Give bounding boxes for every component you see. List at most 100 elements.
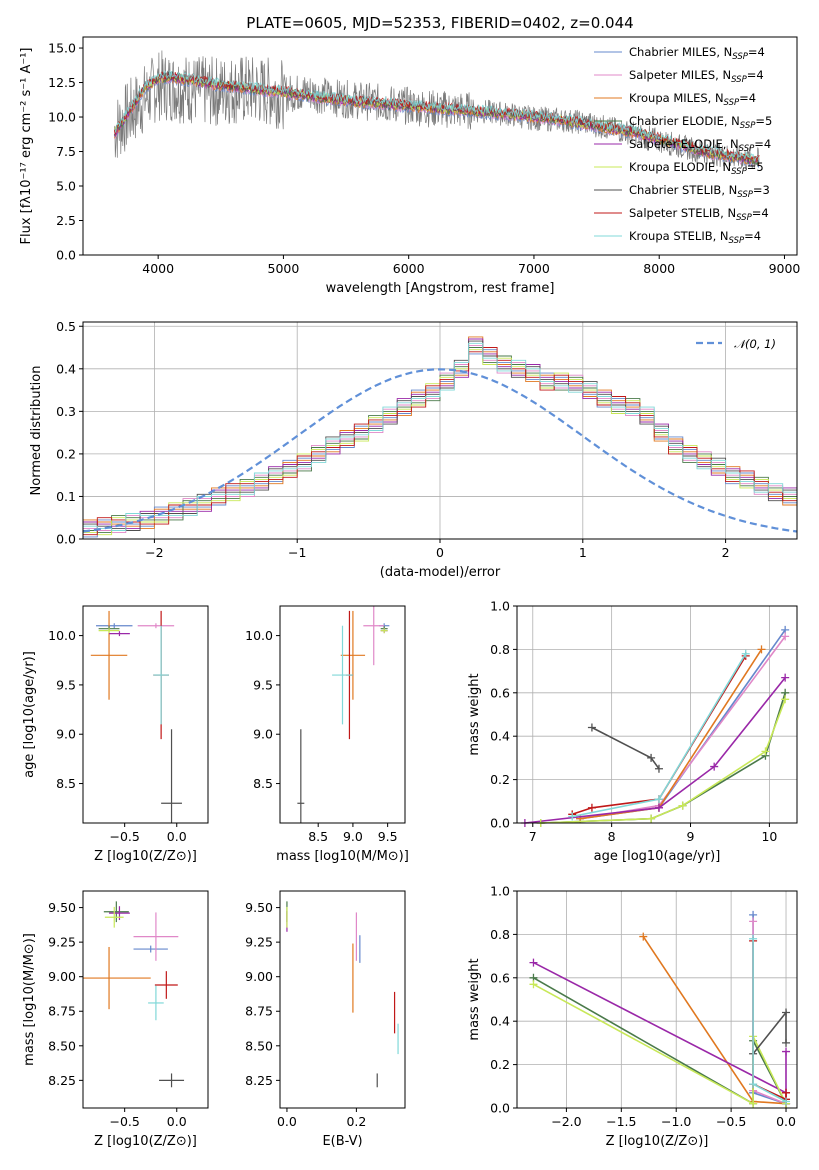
x-tick-label: 8 (608, 829, 616, 844)
errorbar-layer (286, 901, 399, 1088)
weight-point-marker (782, 1097, 791, 1106)
weight-point-marker (710, 762, 719, 771)
weight-series-line (752, 1010, 787, 1055)
x-tick-label: 0.2 (346, 1114, 366, 1129)
y-tick-label: 5.0 (56, 179, 76, 194)
weight-point-marker (782, 1038, 791, 1047)
legend-label-tail: =4 (747, 68, 764, 82)
axes-frame (516, 890, 798, 1109)
legend-label-tail: =4 (739, 91, 756, 105)
weight-series-line (579, 635, 786, 820)
plot-area (113, 50, 760, 169)
legend-label-sub: SSP (736, 213, 752, 223)
x-tick-label: 6000 (393, 261, 425, 276)
y-tick-label: 9.25 (48, 935, 76, 950)
weight-point-marker (782, 1008, 791, 1017)
weight-point-marker (749, 917, 758, 926)
y-tick-label: 9.25 (245, 935, 273, 950)
x-tick-label: 1 (579, 545, 587, 560)
x-tick-label: −2 (145, 545, 163, 560)
y-tick-label: 0.6 (490, 970, 510, 985)
plot-area (520, 625, 790, 827)
weight-series-line (533, 983, 787, 1106)
mass-weight-vs-metallicity-panel: −2.0 −1.5 −1.0 −0.5 0.0 0.0 0.2 0.4 0.6 0.8 1.0 Z [… (467, 884, 798, 1149)
x-tick-label: 9.0 (343, 829, 363, 844)
weight-series-line (752, 921, 787, 1105)
legend-label-tail: =4 (744, 229, 761, 243)
weight-point-marker (781, 695, 790, 704)
x-axis-label: wavelength [Angstrom, rest frame] (326, 281, 555, 296)
y-tick-label: 7.5 (56, 144, 76, 159)
weight-point-marker (782, 1088, 791, 1097)
residual-histogram-panel: −2 −1 0 1 2 0.0 0.1 0.2 0.3 0.4 0.5 (data-model)/er… (29, 319, 798, 580)
weight-series-line (642, 936, 787, 1105)
weight-series-line (571, 655, 747, 816)
axes-frame (82, 321, 798, 540)
mass-vs-metallicity-panel: −0.5 0.0 8.25 8.50 8.75 9.00 9.25 9.50 Z [log10(… (22, 890, 209, 1149)
y-tick-label: 0.4 (56, 361, 76, 376)
y-tick-label: 0.0 (490, 816, 510, 831)
weight-point-marker (647, 814, 656, 823)
weight-series-line (524, 677, 786, 824)
legend-label-sub: SSP (724, 98, 740, 108)
x-axis-label: Z [log10(Z/Z⊙)] (94, 849, 197, 864)
model-spectrum-line (114, 70, 760, 163)
weight-point-marker (529, 958, 538, 967)
legend-label-tail: =4 (752, 206, 769, 220)
y-tick-label: 0.8 (490, 642, 510, 657)
weight-series-line (533, 977, 787, 1106)
x-tick-label: −1 (288, 545, 306, 560)
weight-point-marker (757, 645, 766, 654)
legend-label-main: Kroupa MILES, N (629, 91, 724, 105)
age-vs-metallicity-panel: −0.5 0.0 8.5 9.0 9.5 10.0 Z [log10(Z/Z⊙)] age [… (22, 605, 209, 864)
weight-point-marker (529, 980, 538, 989)
x-tick-label: −1.0 (661, 1114, 691, 1129)
plot-area (286, 901, 399, 1088)
y-tick-label: 0.3 (56, 404, 76, 419)
weight-point-marker (781, 673, 790, 682)
mass-weight-vs-age-panel: 7 8 9 10 0.0 0.2 0.4 0.6 0.8 1.0 age [log10(age/yr… (467, 599, 798, 864)
weight-series-line (752, 940, 787, 1101)
x-tick-label: −2.0 (551, 1114, 581, 1129)
x-tick-label: 10 (761, 829, 777, 844)
age-vs-mass-panel: 8.5 9.0 9.5 8.5 9.0 9.5 10.0 mass [log10(M/M⊙)] (245, 605, 409, 864)
y-tick-label: 0.2 (490, 772, 510, 787)
weight-point-marker (654, 803, 663, 812)
x-tick-label: 7 (529, 829, 537, 844)
y-tick-label: 8.5 (253, 776, 273, 791)
y-tick-label: 0.4 (490, 729, 510, 744)
legend-label-sub: SSP (737, 190, 753, 200)
weight-point-marker (741, 649, 750, 658)
x-tick-label: −0.5 (716, 1114, 746, 1129)
plot-area (83, 901, 185, 1088)
histogram-layer (83, 336, 797, 538)
y-tick-label: 2.5 (56, 213, 76, 228)
y-tick-label: 9.00 (48, 969, 76, 984)
errorbar-layer (297, 606, 390, 823)
legend-label: 𝒩(0, 1) (734, 337, 776, 351)
x-tick-label: 0 (436, 545, 444, 560)
legend-label-sub: SSP (739, 144, 755, 154)
y-tick-label: 8.25 (48, 1073, 76, 1088)
y-tick-label: 9.5 (56, 677, 76, 692)
x-tick-label: 0.0 (776, 1114, 796, 1129)
grid-lines (83, 322, 797, 540)
y-tick-label: 0.4 (490, 1014, 510, 1029)
weight-point-marker (587, 723, 596, 732)
legend-label-sub: SSP (731, 75, 747, 85)
x-axis-label: Z [log10(Z/Z⊙)] (94, 1134, 197, 1149)
weight-point-marker (587, 803, 596, 812)
histogram-step-line (83, 342, 797, 531)
weight-point-marker (647, 753, 656, 762)
x-tick-label: 8.5 (308, 829, 328, 844)
y-axis-label: mass [log10(M/M⊙)] (22, 933, 37, 1066)
axes-frame (279, 605, 406, 824)
legend-label-sub: SSP (740, 121, 756, 131)
y-tick-label: 8.25 (245, 1073, 273, 1088)
plot-area (297, 606, 390, 823)
legend-label-main: Salpeter ELODIE, N (629, 137, 739, 151)
y-tick-label: 10.0 (245, 628, 273, 643)
y-tick-label: 9.50 (48, 900, 76, 915)
x-tick-label: 7000 (518, 261, 550, 276)
